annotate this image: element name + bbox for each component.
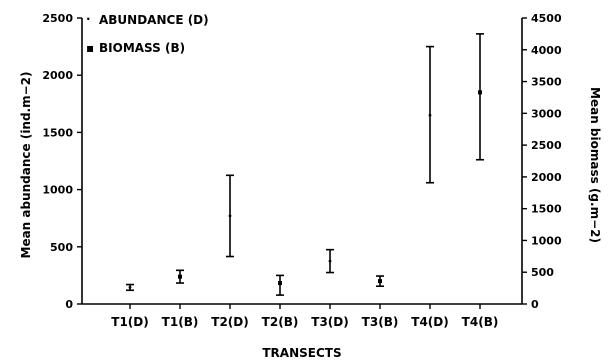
mean-marker-biomass <box>278 281 282 286</box>
mean-marker-abundance <box>328 259 332 263</box>
right-tick-label: 0 <box>531 298 539 311</box>
error-bars <box>126 33 484 296</box>
right-tick-label: 4000 <box>531 44 562 57</box>
mean-marker-biomass <box>178 274 182 279</box>
x-tick-label: T1(D) <box>111 315 148 329</box>
axes <box>81 18 523 305</box>
mean-marker-biomass <box>378 279 382 284</box>
mean-marker-abundance <box>228 214 232 218</box>
legend-label-biomass: BIOMASS (B) <box>99 41 185 55</box>
y-axis-title-right: Mean biomass (g.m−2) <box>588 87 602 243</box>
right-tick-label: 500 <box>531 266 554 279</box>
right-tick-label: 1500 <box>531 203 562 216</box>
right-tick-label: 2000 <box>531 171 562 184</box>
left-tick-label: 2000 <box>42 69 73 82</box>
left-tick-label: 1000 <box>42 184 73 197</box>
left-tick-label: 500 <box>50 241 73 254</box>
y-axis-title-left: Mean abundance (ind.m−2) <box>19 71 33 258</box>
mean-marker-biomass <box>478 90 482 95</box>
x-tick-label: T4(D) <box>411 315 448 329</box>
right-tick-label: 2500 <box>531 139 562 152</box>
left-tick-label: 0 <box>65 298 73 311</box>
right-tick-label: 3500 <box>531 76 562 89</box>
right-tick-label: 3000 <box>531 107 562 120</box>
mean-marker-abundance <box>128 286 132 289</box>
right-tick-label: 1000 <box>531 234 562 247</box>
x-tick-label: T4(B) <box>462 315 499 329</box>
ticks: 0 500 1000 1500 2000 2500 0 500 1000 1500 2000 2500… <box>42 12 562 329</box>
legend-marker-abundance: · <box>86 12 91 26</box>
x-axis-title: TRANSECTS <box>262 346 341 360</box>
x-tick-label: T3(D) <box>311 315 348 329</box>
right-tick-label: 4500 <box>531 12 562 25</box>
legend: · ABUNDANCE (D) ▪ BIOMASS (B) <box>86 12 209 55</box>
x-tick-label: T3(B) <box>362 315 399 329</box>
x-tick-label: T2(D) <box>211 315 248 329</box>
x-tick-label: T2(B) <box>262 315 299 329</box>
legend-marker-biomass: ▪ <box>86 41 94 55</box>
mean-marker-abundance <box>428 113 432 117</box>
legend-label-abundance: ABUNDANCE (D) <box>99 13 209 27</box>
x-tick-label: T1(B) <box>162 315 199 329</box>
left-tick-label: 1500 <box>42 126 73 139</box>
left-tick-label: 2500 <box>42 12 73 25</box>
